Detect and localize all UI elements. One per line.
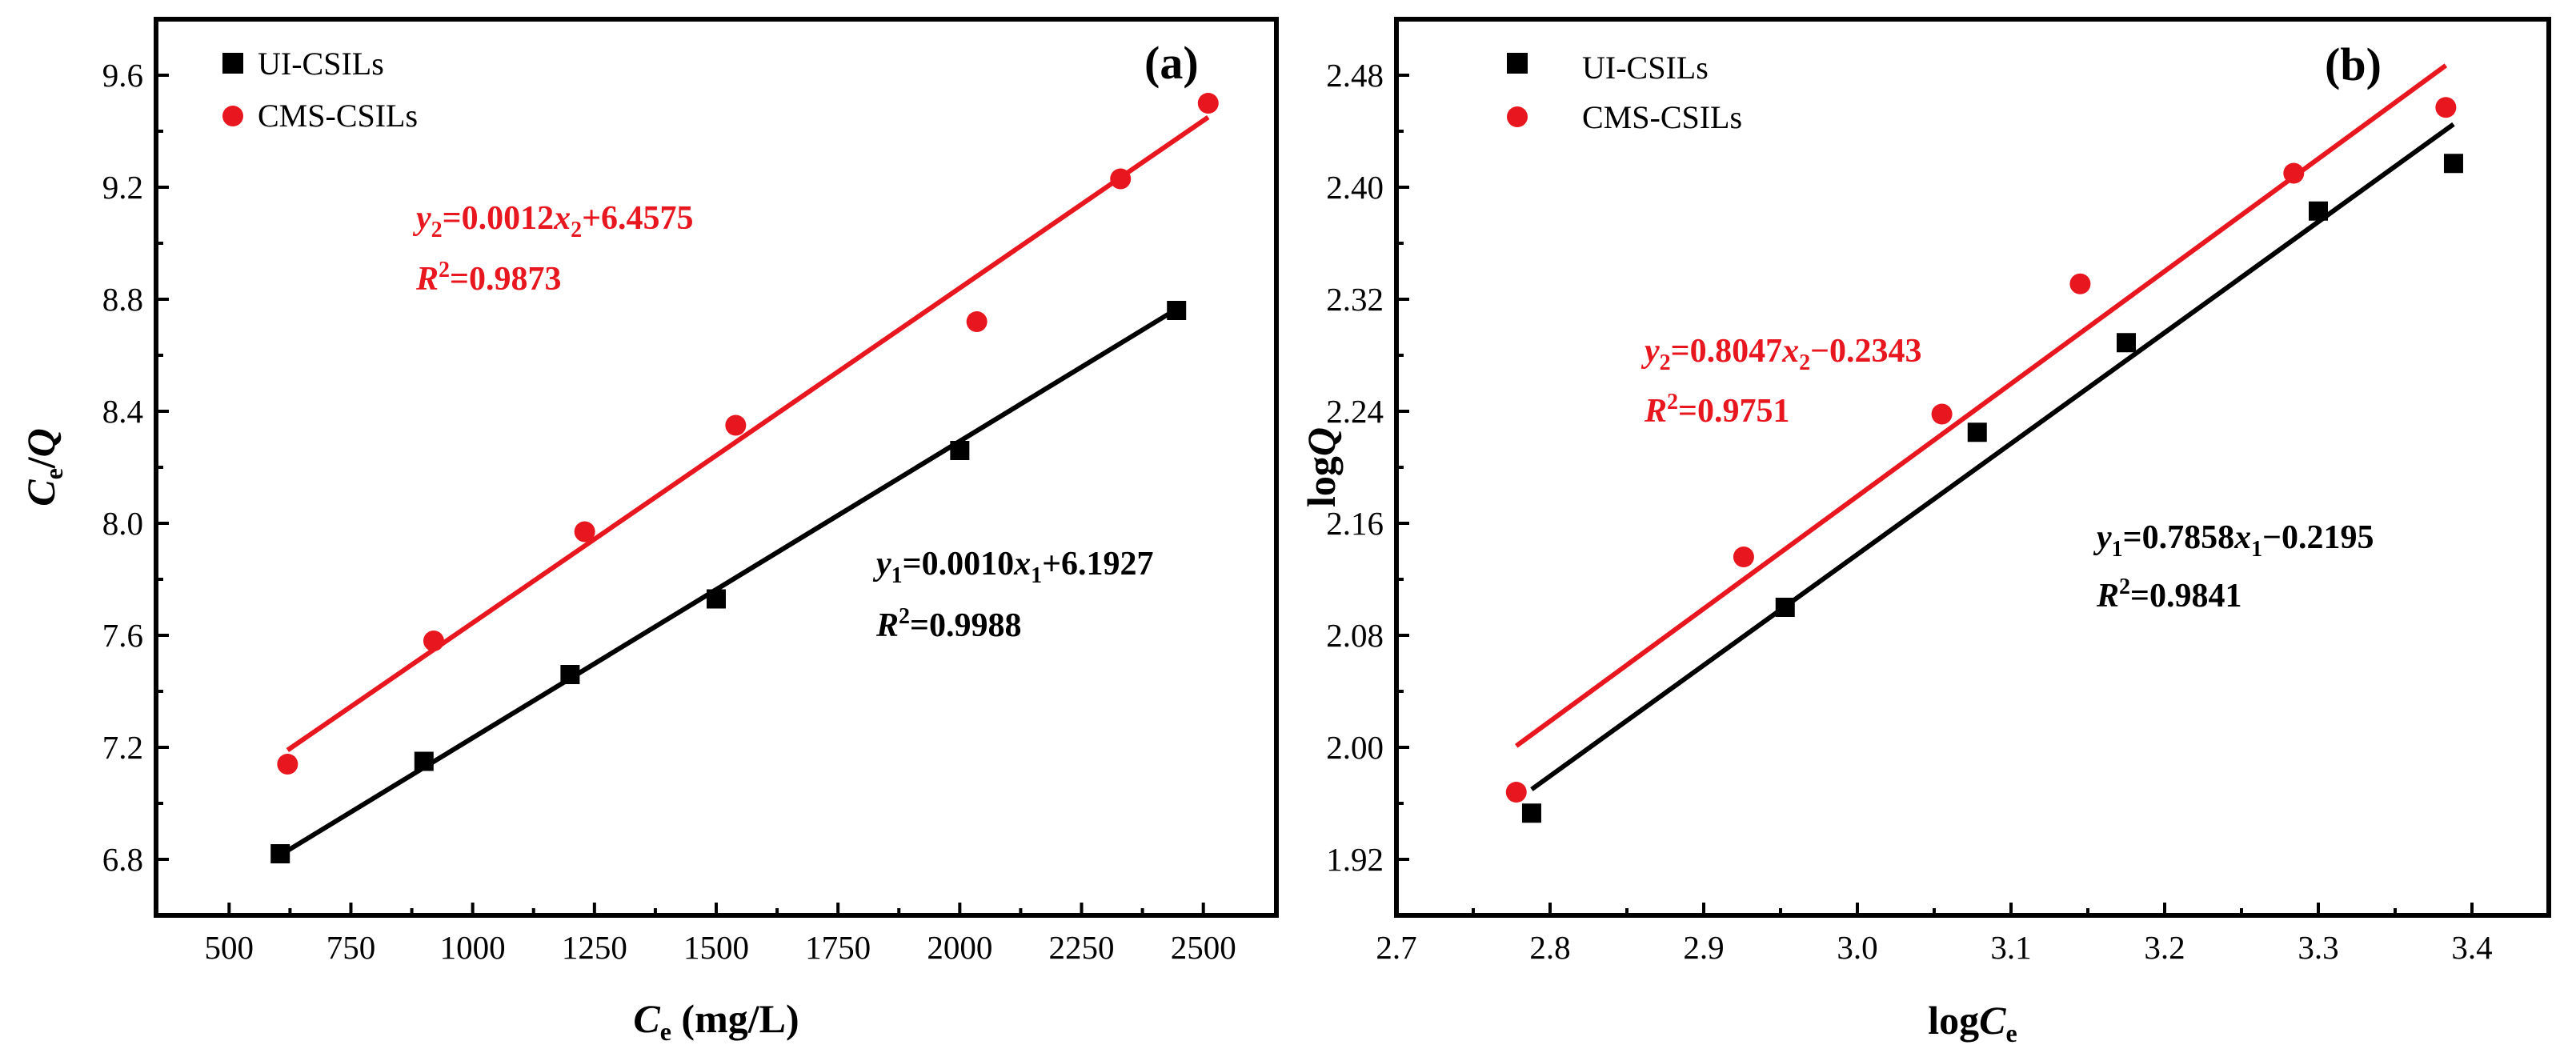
x-tick-label: 3.2	[2144, 929, 2185, 966]
legend-label-ui-csils: UI-CSILs	[258, 46, 384, 82]
data-point-cms-csils	[1733, 547, 1754, 567]
data-point-cms-csils	[574, 521, 595, 543]
panel-b-points	[1505, 97, 2463, 823]
x-tick-label: 3.4	[2451, 929, 2492, 966]
y-tick-label: 7.6	[102, 617, 143, 654]
panel-b-label: (b)	[2325, 38, 2382, 90]
panel-b-equation-ui: y1=0.7858x1−0.2195	[2093, 519, 2374, 562]
data-point-cms-csils	[1197, 93, 1219, 114]
y-tick-label: 8.0	[102, 505, 143, 542]
panel-a-legend: UI-CSILs CMS-CSILs	[222, 46, 418, 134]
data-point-cms-csils	[725, 414, 747, 436]
data-point-cms-csils	[1110, 168, 1132, 190]
data-point-ui-csils	[560, 665, 580, 684]
panel-a: 500 750 1000 1250 1500 1750 2000 2250 2500 6.8 7.2…	[18, 17, 1279, 1046]
data-point-cms-csils	[277, 754, 298, 775]
x-tick-label: 750	[327, 929, 376, 966]
legend-circle-marker	[1507, 106, 1528, 127]
y-tick-label: 2.40	[1326, 169, 1384, 206]
data-point-cms-csils	[1505, 782, 1527, 803]
x-tick-label: 2500	[1171, 929, 1236, 966]
x-tick-label: 1500	[683, 929, 749, 966]
y-tick-label: 2.00	[1326, 729, 1384, 766]
panel-a-ticks: 500 750 1000 1250 1500 1750 2000 2250 2500 6.8 7.2…	[102, 57, 1236, 966]
y-tick-label: 1.92	[1326, 841, 1384, 878]
legend-label-cms-csils: CMS-CSILs	[258, 98, 418, 134]
y-tick-label: 9.6	[102, 57, 143, 94]
x-tick-label: 1750	[805, 929, 871, 966]
data-point-ui-csils	[1775, 598, 1795, 617]
panel-a-equation-ui: y1=0.0010x1+6.1927	[872, 546, 1154, 588]
panel-a-label: (a)	[1144, 37, 1199, 89]
panel-b-legend: UI-CSILs CMS-CSILs	[1507, 50, 1742, 135]
data-point-ui-csils	[270, 844, 290, 863]
panel-a-equation-cms: y2=0.0012x2+6.4575	[412, 200, 694, 242]
x-tick-label: 500	[205, 929, 254, 966]
legend-circle-marker	[222, 106, 243, 126]
x-tick-label: 2.9	[1683, 929, 1724, 966]
x-tick-label: 1250	[562, 929, 627, 966]
data-point-ui-csils	[1167, 301, 1187, 320]
data-point-cms-csils	[2283, 162, 2305, 184]
data-point-cms-csils	[2069, 273, 2091, 294]
panel-a-frame	[154, 17, 1279, 918]
legend-label-ui-csils: UI-CSILs	[1582, 50, 1709, 86]
x-tick-label: 2250	[1049, 929, 1115, 966]
data-point-ui-csils	[950, 441, 970, 460]
panel-b-r2-cms: R2=0.9751	[1644, 390, 1789, 430]
panel-b-r2-ui: R2=0.9841	[2096, 575, 2241, 615]
x-tick-label: 2.8	[1529, 929, 1570, 966]
y-tick-label: 6.8	[102, 841, 143, 878]
data-point-cms-csils	[966, 311, 988, 332]
y-tick-label: 2.24	[1326, 393, 1384, 430]
panel-b-y-axis-title: logQ	[1299, 427, 1344, 507]
y-tick-label: 8.4	[102, 393, 143, 430]
data-point-cms-csils	[1931, 403, 1953, 425]
fit-line-ui-csils	[1530, 122, 2455, 791]
legend-label-cms-csils: CMS-CSILs	[1582, 99, 1742, 135]
panel-b-x-axis-title: logCe	[1928, 998, 2017, 1047]
x-tick-label: 1000	[440, 929, 506, 966]
x-tick-label: 3.1	[1990, 929, 2031, 966]
data-point-cms-csils	[2435, 97, 2457, 118]
x-tick-label: 3.0	[1837, 929, 1877, 966]
panel-a-x-axis-title: Ce (mg/L)	[633, 996, 799, 1046]
x-tick-label: 2000	[927, 929, 992, 966]
data-point-ui-csils	[707, 589, 726, 609]
panel-b-equation-cms: y2=0.8047x2−0.2343	[1641, 333, 1922, 375]
panel-a-r2-ui: R2=0.9988	[875, 604, 1021, 644]
panel-a-r2-cms: R2=0.9873	[415, 258, 561, 298]
panel-b: 2.7 2.8 2.9 3.0 3.1 3.2 3.3 3.4 1.92 2.00 2.08 2.16…	[1299, 17, 2551, 1047]
panel-b-frame	[1394, 17, 2551, 918]
data-point-ui-csils	[414, 751, 434, 771]
panel-a-points	[270, 93, 1219, 863]
data-point-cms-csils	[423, 631, 444, 651]
panel-b-ticks: 2.7 2.8 2.9 3.0 3.1 3.2 3.3 3.4 1.92 2.00 2.08 2.16…	[1326, 57, 2492, 966]
y-tick-label: 2.08	[1326, 617, 1384, 654]
y-tick-label: 8.8	[102, 281, 143, 318]
y-tick-label: 2.32	[1326, 281, 1384, 318]
data-point-ui-csils	[1521, 803, 1541, 823]
data-point-ui-csils	[2443, 154, 2463, 174]
y-tick-label: 7.2	[102, 729, 143, 766]
panel-a-y-axis-title: Ce/Q	[18, 428, 68, 506]
y-tick-label: 9.2	[102, 169, 143, 206]
legend-square-marker	[222, 53, 243, 74]
data-point-ui-csils	[2309, 201, 2328, 221]
y-tick-label: 2.48	[1326, 57, 1384, 94]
x-tick-label: 2.7	[1376, 929, 1416, 966]
x-tick-label: 3.3	[2298, 929, 2338, 966]
data-point-ui-csils	[2117, 333, 2136, 353]
legend-square-marker	[1507, 53, 1528, 74]
y-tick-label: 2.16	[1326, 505, 1384, 542]
data-point-ui-csils	[1967, 422, 1987, 442]
